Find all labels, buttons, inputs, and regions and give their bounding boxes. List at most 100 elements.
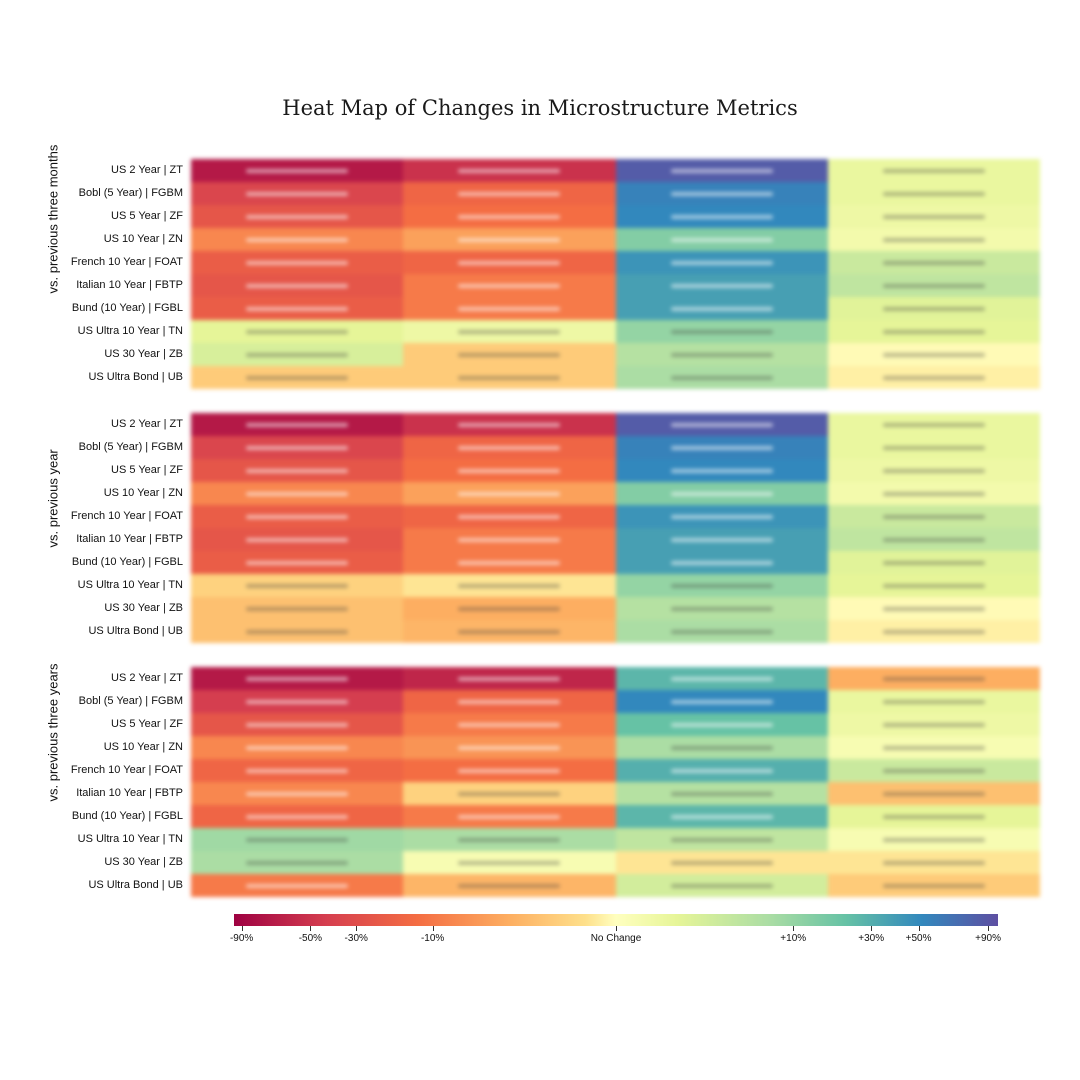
heatmap-cell (403, 159, 616, 182)
cell-value-blur (882, 583, 985, 588)
colorbar-tick-mark (310, 926, 312, 931)
heatmap-cell (827, 782, 1040, 805)
cell-value-blur (246, 560, 349, 565)
heatmap-cell (615, 851, 828, 874)
colorbar-tick-label: -50% (298, 933, 323, 944)
row-label: Italian 10 Year | FBTP (76, 787, 183, 799)
heatmap-cell (827, 482, 1040, 505)
cell-value-blur (246, 329, 349, 334)
cell-value-blur (458, 583, 561, 588)
heatmap-cell (827, 667, 1040, 690)
cell-value-blur (670, 237, 773, 242)
heatmap-cell (191, 366, 404, 389)
cell-value-blur (670, 606, 773, 611)
cell-value-blur (458, 837, 561, 842)
heatmap-cell (827, 690, 1040, 713)
heatmap-cell (615, 343, 828, 366)
heatmap-cell (827, 320, 1040, 343)
cell-value-blur (246, 283, 349, 288)
cell-value-blur (882, 514, 985, 519)
cell-value-blur (670, 329, 773, 334)
cell-value-blur (670, 860, 773, 865)
heatmap-cell (191, 297, 404, 320)
cell-value-blur (246, 676, 349, 681)
cell-value-blur (882, 352, 985, 357)
cell-value-blur (670, 375, 773, 380)
heatmap-cell (615, 228, 828, 251)
heatmap-cell (827, 736, 1040, 759)
heatmap-cell (191, 251, 404, 274)
heatmap-cell (615, 713, 828, 736)
heatmap-cell (191, 574, 404, 597)
heatmap-cell (827, 366, 1040, 389)
cell-value-blur (670, 699, 773, 704)
heatmap-cell (403, 274, 616, 297)
heatmap-cell (827, 574, 1040, 597)
cell-value-blur (670, 283, 773, 288)
heatmap-cell (403, 574, 616, 597)
cell-value-blur (246, 260, 349, 265)
cell-value-blur (458, 191, 561, 196)
row-label: French 10 Year | FOAT (70, 256, 183, 268)
cell-value-blur (458, 422, 561, 427)
cell-value-blur (458, 468, 561, 473)
cell-value-blur (246, 445, 349, 450)
heatmap-cell (191, 874, 404, 897)
heatmap-cell (191, 805, 404, 828)
cell-value-blur (246, 814, 349, 819)
heatmap-cell (403, 851, 616, 874)
colorbar-tick-mark (988, 926, 990, 931)
heatmap-cell (615, 505, 828, 528)
heatmap-cell (615, 205, 828, 228)
row-label: US Ultra 10 Year | TN (77, 325, 183, 337)
row-label: Bobl (5 Year) | FGBM (78, 187, 183, 199)
heatmap-cell (615, 667, 828, 690)
row-label: US Ultra Bond | UB (88, 625, 183, 637)
row-label: US 2 Year | ZT (111, 418, 183, 430)
row-label: US Ultra Bond | UB (88, 879, 183, 891)
heatmap-cell (615, 159, 828, 182)
heatmap-cell (615, 828, 828, 851)
heatmap-cell (827, 759, 1040, 782)
heatmap-cell (615, 274, 828, 297)
cell-value-blur (458, 306, 561, 311)
cell-value-blur (246, 583, 349, 588)
cell-value-blur (458, 445, 561, 450)
heatmap-cell (191, 159, 404, 182)
cell-value-blur (458, 791, 561, 796)
heatmap-cell (191, 736, 404, 759)
cell-value-blur (458, 629, 561, 634)
heatmap-cell (827, 505, 1040, 528)
heatmap-cell (403, 874, 616, 897)
heatmap-cell (827, 551, 1040, 574)
cell-value-blur (670, 537, 773, 542)
heatmap-cell (827, 343, 1040, 366)
heatmap-cell (191, 713, 404, 736)
cell-value-blur (458, 260, 561, 265)
cell-value-blur (670, 352, 773, 357)
cell-value-blur (458, 560, 561, 565)
heatmap-cell (403, 667, 616, 690)
colorbar-tick-mark (241, 926, 243, 931)
cell-value-blur (670, 260, 773, 265)
cell-value-blur (246, 537, 349, 542)
cell-value-blur (246, 837, 349, 842)
cell-value-blur (458, 606, 561, 611)
cell-value-blur (458, 745, 561, 750)
heatmap-cell (615, 528, 828, 551)
cell-value-blur (246, 883, 349, 888)
heatmap-cell (827, 597, 1040, 620)
row-label: US 5 Year | ZF (111, 718, 183, 730)
cell-value-blur (882, 237, 985, 242)
column-header (403, 138, 615, 152)
heatmap-cell (403, 251, 616, 274)
heatmap-cell (403, 528, 616, 551)
cell-value-blur (882, 768, 985, 773)
heatmap-cell (403, 205, 616, 228)
heatmap-cell (403, 551, 616, 574)
heatmap-cell (827, 851, 1040, 874)
cell-value-blur (670, 883, 773, 888)
cell-value-blur (882, 791, 985, 796)
cell-value-blur (670, 306, 773, 311)
heatmap-cell (827, 459, 1040, 482)
